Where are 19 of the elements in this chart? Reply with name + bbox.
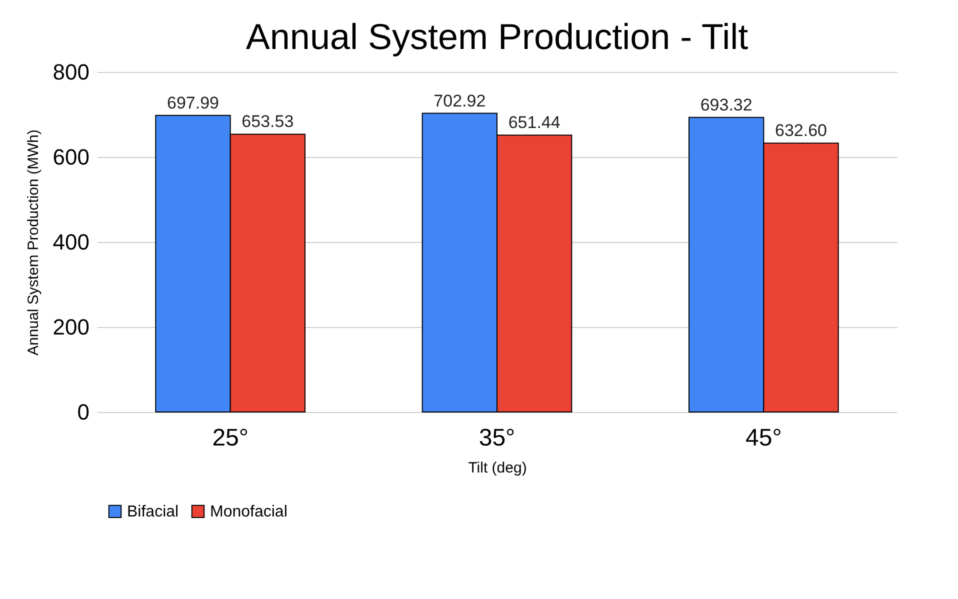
data-label: 632.60 (775, 121, 827, 140)
y-tick-label: 200 (52, 314, 90, 340)
data-label: 697.99 (167, 93, 219, 112)
y-tick-label: 0 (77, 400, 90, 424)
y-axis-title: Annual System Production (MWh) (24, 130, 42, 356)
chart-title: Annual System Production - Tilt (246, 16, 748, 57)
data-label: 651.44 (508, 113, 560, 132)
data-label: 653.53 (242, 112, 294, 132)
y-tick-label: 600 (52, 144, 90, 170)
y-tick-label: 800 (52, 60, 90, 84)
x-tick-label: 35° (478, 424, 516, 452)
data-label: 693.32 (700, 95, 752, 114)
legend-label: Bifacial (127, 503, 179, 520)
data-label: 702.92 (434, 91, 486, 110)
y-tick-label: 400 (52, 230, 90, 254)
legend-label: Monofacial (210, 503, 288, 520)
x-tick-label: 25° (212, 424, 248, 452)
x-axis-title: Tilt (deg) (468, 460, 527, 476)
x-tick-label: 45° (746, 424, 782, 452)
